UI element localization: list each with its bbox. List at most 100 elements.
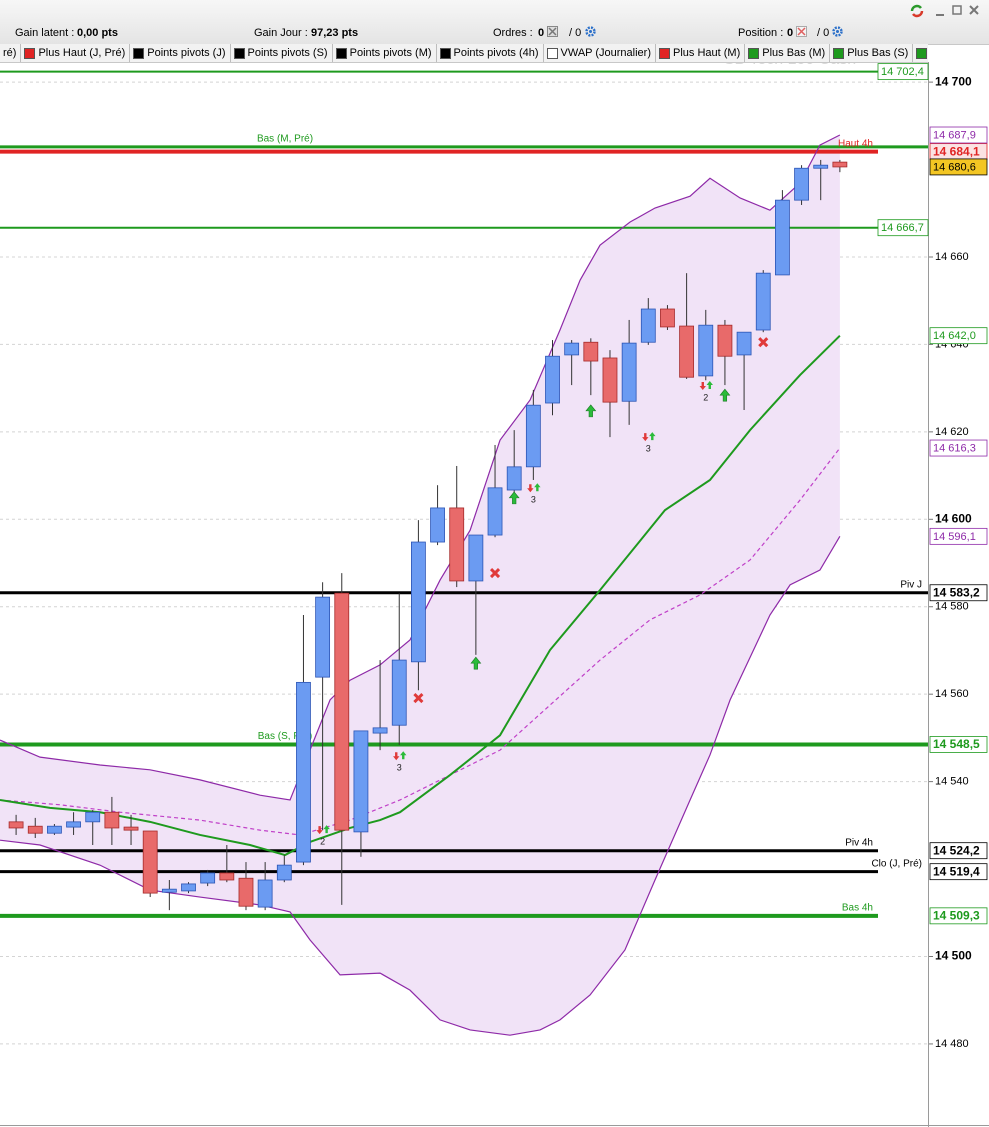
level-name: Clo (J, Pré) (871, 858, 922, 869)
candle-body (257, 879, 273, 908)
legend-item[interactable]: Points pivots (M) (333, 44, 437, 62)
price-label-box (929, 527, 988, 545)
sell-arrow (527, 484, 534, 493)
y-tick-label: 14 480 (935, 1038, 969, 1050)
plot-area: Bas (M, Pré) Haut 4h Piv J Bas (S, Pré) Piv … (0, 70, 928, 1045)
legend-swatch (233, 47, 245, 59)
candle-body (8, 821, 24, 829)
close-button[interactable] (969, 5, 979, 15)
close-orders-icon[interactable] (547, 26, 558, 37)
legend-swatch (335, 47, 347, 59)
candle-body (717, 324, 733, 357)
signal-pair (642, 432, 656, 442)
sell-arrow (642, 433, 649, 442)
candle-body (583, 341, 599, 362)
level-name: Haut 4h (838, 138, 873, 149)
candle-body (430, 507, 445, 543)
buy-signal (719, 388, 731, 402)
candle-body (315, 596, 331, 678)
legend-item[interactable]: ré) (0, 44, 22, 62)
legend-item[interactable]: Points pivots (J) (130, 44, 231, 62)
candle-body (104, 811, 120, 829)
exit-signal (413, 693, 424, 704)
exit-signal (489, 568, 501, 579)
candle-body (813, 164, 829, 169)
maximize-button[interactable] (952, 5, 962, 15)
window-controls (910, 4, 979, 18)
legend-item[interactable]: Plus Haut (J, Pré) (21, 44, 131, 62)
candle-body (123, 826, 139, 831)
legend-item[interactable]: Plus Bas (M) (745, 44, 831, 62)
legend-item[interactable]: Points pivots (4h) (437, 44, 544, 62)
legend-label: Plus Bas (M) (762, 47, 826, 59)
buy-signal (585, 404, 597, 418)
y-tick-label: 14 600 (935, 511, 972, 525)
level-value-label: 14 509,3 (933, 909, 980, 923)
label: Position : (738, 27, 784, 39)
level-name: Bas 4h (842, 902, 873, 913)
legend-swatch (916, 47, 928, 59)
close-position-icon[interactable] (796, 26, 807, 37)
toolbar: Gain latent : 0,00 pts Gain Jour : 97,23… (0, 0, 989, 45)
level-name: Bas (S, Pré) (258, 731, 312, 742)
label: Ordres : (493, 27, 533, 39)
candle-body (372, 727, 388, 734)
level-value-label: 14 519,4 (933, 864, 980, 878)
level-value-label-box (929, 584, 988, 602)
signal-count: 3 (646, 443, 651, 453)
value: / 0 (817, 27, 830, 39)
legend-item[interactable]: Plus Bas (S) (830, 44, 914, 62)
level-name: Piv 4h (845, 837, 873, 848)
price-label: 14 687,9 (933, 129, 976, 141)
signal-pair (316, 825, 330, 835)
signal-pair (393, 751, 407, 761)
candle-body (85, 811, 101, 823)
candle-body (832, 161, 848, 168)
settings-icon[interactable] (832, 26, 843, 37)
level-value-label-box (877, 219, 929, 237)
candle-body (525, 404, 541, 468)
buy-arrow (534, 483, 541, 492)
y-tick-label: 14 620 (935, 426, 969, 438)
level-value-label: 14 524,2 (933, 843, 980, 857)
signal-count: 3 (531, 495, 536, 505)
candle-body (449, 507, 465, 582)
candle-body (468, 534, 484, 582)
legend-item[interactable]: Points pivots (S) (231, 44, 333, 62)
price-label: 14 680,6 (933, 161, 976, 173)
value: 0 (787, 27, 794, 39)
candle-body (27, 825, 43, 834)
candle-body (679, 325, 695, 378)
indicator-line (0, 134, 841, 801)
level-value-label: 14 548,5 (933, 737, 980, 751)
legend-item[interactable]: VWAP (Journalier) (544, 44, 656, 62)
settings-icon[interactable] (585, 26, 596, 37)
legend-swatch (659, 47, 670, 59)
candle-body (334, 592, 350, 831)
value: 0 (538, 27, 545, 39)
buy-arrow (323, 825, 330, 834)
candle-body (238, 877, 254, 907)
candle-body (640, 308, 656, 343)
buy-arrow (649, 432, 656, 441)
legend-swatch (833, 47, 845, 59)
legend-item[interactable]: Plus Haut (M) (656, 44, 746, 62)
legend-swatch (748, 47, 760, 59)
buy-signal (508, 491, 520, 505)
legend-item[interactable]: Plus Ba (913, 44, 928, 62)
candle-body (545, 355, 560, 404)
signal-count: 2 (320, 837, 325, 847)
level-value-label-box (929, 863, 988, 881)
sell-arrow (393, 752, 400, 761)
label: Gain Jour : (254, 27, 308, 39)
indicator-legend: ré) Plus Haut (J, Pré) Points pivots (J) Po… (0, 44, 928, 63)
candle-body (736, 331, 752, 356)
legend-swatch (439, 47, 451, 59)
y-tick-label: 14 660 (935, 251, 969, 263)
exit-signal (758, 337, 769, 348)
legend-label: Plus Bas (S) (847, 47, 909, 59)
level-value-label-box (877, 63, 929, 81)
refresh-button[interactable] (910, 4, 924, 18)
y-tick-label: 14 500 (935, 949, 972, 963)
